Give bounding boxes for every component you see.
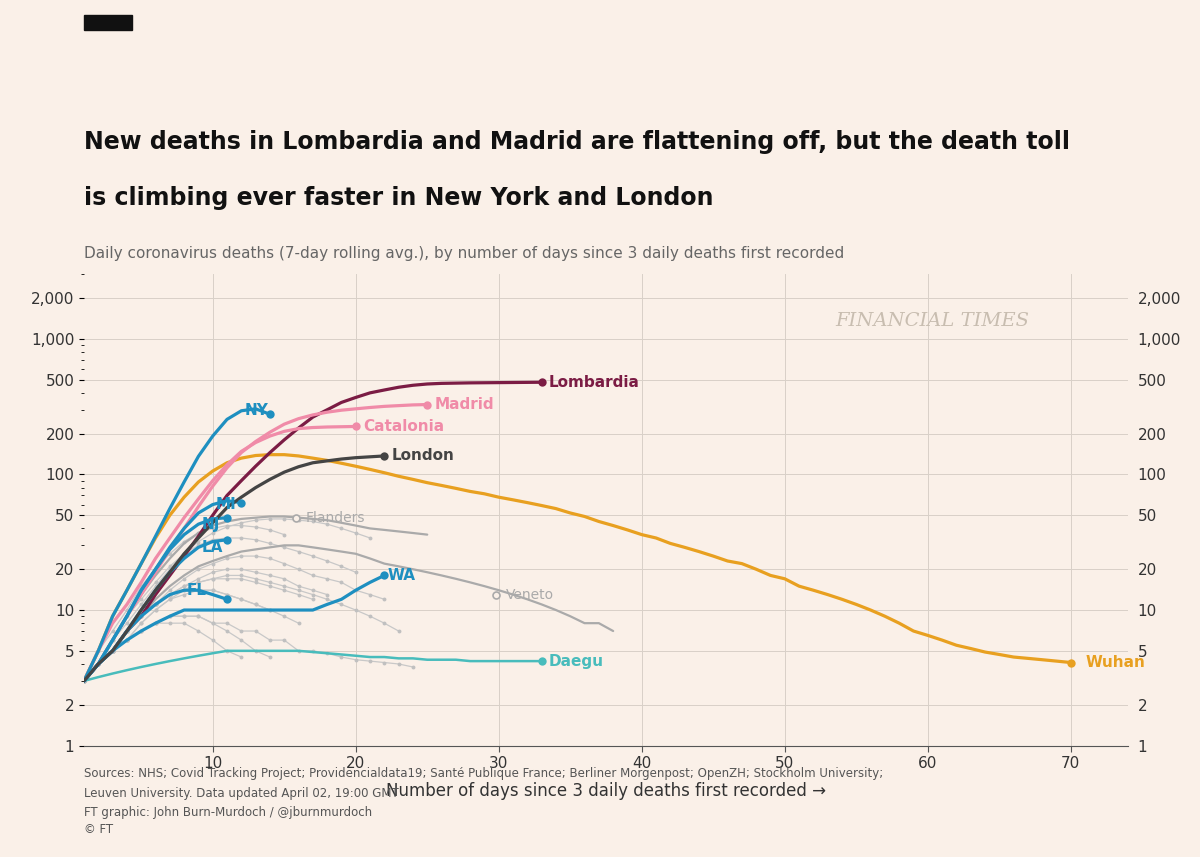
Text: © FT: © FT [84, 823, 113, 836]
Text: Madrid: Madrid [434, 397, 494, 412]
Text: London: London [391, 448, 455, 464]
Text: Flanders: Flanders [306, 511, 365, 524]
Text: FINANCIAL TIMES: FINANCIAL TIMES [835, 312, 1030, 330]
Text: LA: LA [202, 540, 223, 554]
Text: NY: NY [244, 404, 268, 418]
Text: Lombardia: Lombardia [548, 375, 640, 390]
Text: New deaths in Lombardia and Madrid are flattening off, but the death toll: New deaths in Lombardia and Madrid are f… [84, 130, 1070, 154]
Text: Wuhan: Wuhan [1085, 655, 1145, 670]
Text: is climbing ever faster in New York and London: is climbing ever faster in New York and … [84, 186, 714, 210]
Text: NJ: NJ [202, 517, 220, 531]
Text: MI: MI [216, 497, 236, 512]
Text: Leuven University. Data updated April 02, 19:00 GMT: Leuven University. Data updated April 02… [84, 787, 398, 800]
Text: FL: FL [187, 583, 206, 597]
Text: Veneto: Veneto [506, 588, 554, 602]
Text: Sources: NHS; Covid Tracking Project; Providencialdata19; Santé Publique France;: Sources: NHS; Covid Tracking Project; Pr… [84, 767, 883, 780]
X-axis label: Number of days since 3 daily deaths first recorded →: Number of days since 3 daily deaths firs… [386, 782, 826, 800]
Text: Daily coronavirus deaths (7-day rolling avg.), by number of days since 3 daily d: Daily coronavirus deaths (7-day rolling … [84, 246, 845, 261]
Text: Catalonia: Catalonia [362, 419, 444, 434]
Text: Daegu: Daegu [548, 654, 604, 668]
Text: WA: WA [388, 568, 415, 583]
Text: FT graphic: John Burn-Murdoch / @jburnmurdoch: FT graphic: John Burn-Murdoch / @jburnmu… [84, 806, 372, 818]
